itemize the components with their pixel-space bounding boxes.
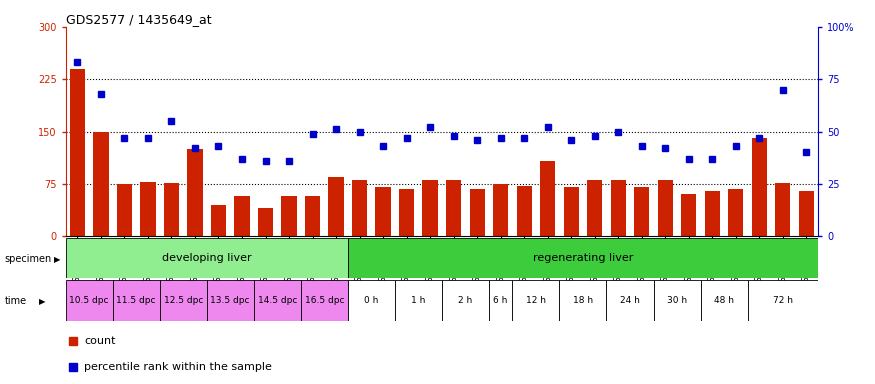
Bar — [375, 187, 391, 236]
Bar — [395, 280, 442, 321]
Bar — [113, 280, 160, 321]
Bar — [775, 183, 790, 236]
Bar — [301, 280, 348, 321]
Bar — [348, 280, 395, 321]
Bar — [634, 187, 649, 236]
Text: 0 h: 0 h — [364, 296, 379, 305]
Bar — [516, 186, 532, 236]
Text: percentile rank within the sample: percentile rank within the sample — [84, 362, 272, 372]
Text: 10.5 dpc: 10.5 dpc — [69, 296, 108, 305]
Bar — [282, 196, 297, 236]
Text: 18 h: 18 h — [573, 296, 593, 305]
Text: 6 h: 6 h — [493, 296, 507, 305]
Bar — [94, 131, 108, 236]
Bar — [206, 280, 254, 321]
Text: ▶: ▶ — [39, 297, 46, 306]
Bar — [66, 280, 113, 321]
Bar — [540, 161, 556, 236]
Bar — [493, 184, 508, 236]
Bar — [234, 196, 249, 236]
Bar — [470, 189, 485, 236]
Bar — [681, 194, 696, 236]
Text: GDS2577 / 1435649_at: GDS2577 / 1435649_at — [66, 13, 211, 26]
Bar — [752, 139, 767, 236]
Bar — [352, 180, 367, 236]
Bar — [747, 280, 818, 321]
Text: 16.5 dpc: 16.5 dpc — [304, 296, 344, 305]
Text: 12 h: 12 h — [526, 296, 546, 305]
Bar — [160, 280, 206, 321]
Text: count: count — [84, 336, 116, 346]
Bar — [211, 205, 226, 236]
Bar — [66, 238, 348, 278]
Bar — [423, 180, 438, 236]
Text: 72 h: 72 h — [773, 296, 793, 305]
Text: specimen: specimen — [4, 254, 52, 264]
Bar — [587, 180, 602, 236]
Text: 12.5 dpc: 12.5 dpc — [164, 296, 203, 305]
Bar — [513, 280, 559, 321]
Text: 24 h: 24 h — [620, 296, 640, 305]
Bar — [442, 280, 489, 321]
Bar — [704, 191, 720, 236]
Bar — [701, 280, 747, 321]
Bar — [258, 208, 273, 236]
Bar — [658, 180, 673, 236]
Bar — [559, 280, 606, 321]
Bar — [489, 280, 513, 321]
Bar — [140, 182, 156, 236]
Text: 1 h: 1 h — [411, 296, 425, 305]
Bar — [304, 196, 320, 236]
Text: 48 h: 48 h — [714, 296, 734, 305]
Text: 2 h: 2 h — [458, 296, 472, 305]
Bar — [164, 183, 179, 236]
Bar — [446, 180, 461, 236]
Bar — [399, 189, 414, 236]
Text: time: time — [4, 296, 26, 306]
Bar — [606, 280, 654, 321]
Bar — [654, 280, 701, 321]
Text: 11.5 dpc: 11.5 dpc — [116, 296, 156, 305]
Bar — [187, 149, 203, 236]
Text: 14.5 dpc: 14.5 dpc — [257, 296, 297, 305]
Bar — [564, 187, 579, 236]
Text: 13.5 dpc: 13.5 dpc — [211, 296, 250, 305]
Text: 30 h: 30 h — [667, 296, 687, 305]
Bar — [611, 180, 626, 236]
Text: ▶: ▶ — [54, 255, 60, 264]
Bar — [728, 189, 744, 236]
Bar — [70, 69, 85, 236]
Bar — [348, 238, 818, 278]
Bar — [116, 184, 132, 236]
Bar — [254, 280, 301, 321]
Text: regenerating liver: regenerating liver — [533, 253, 634, 263]
Bar — [799, 191, 814, 236]
Text: developing liver: developing liver — [162, 253, 251, 263]
Bar — [328, 177, 344, 236]
